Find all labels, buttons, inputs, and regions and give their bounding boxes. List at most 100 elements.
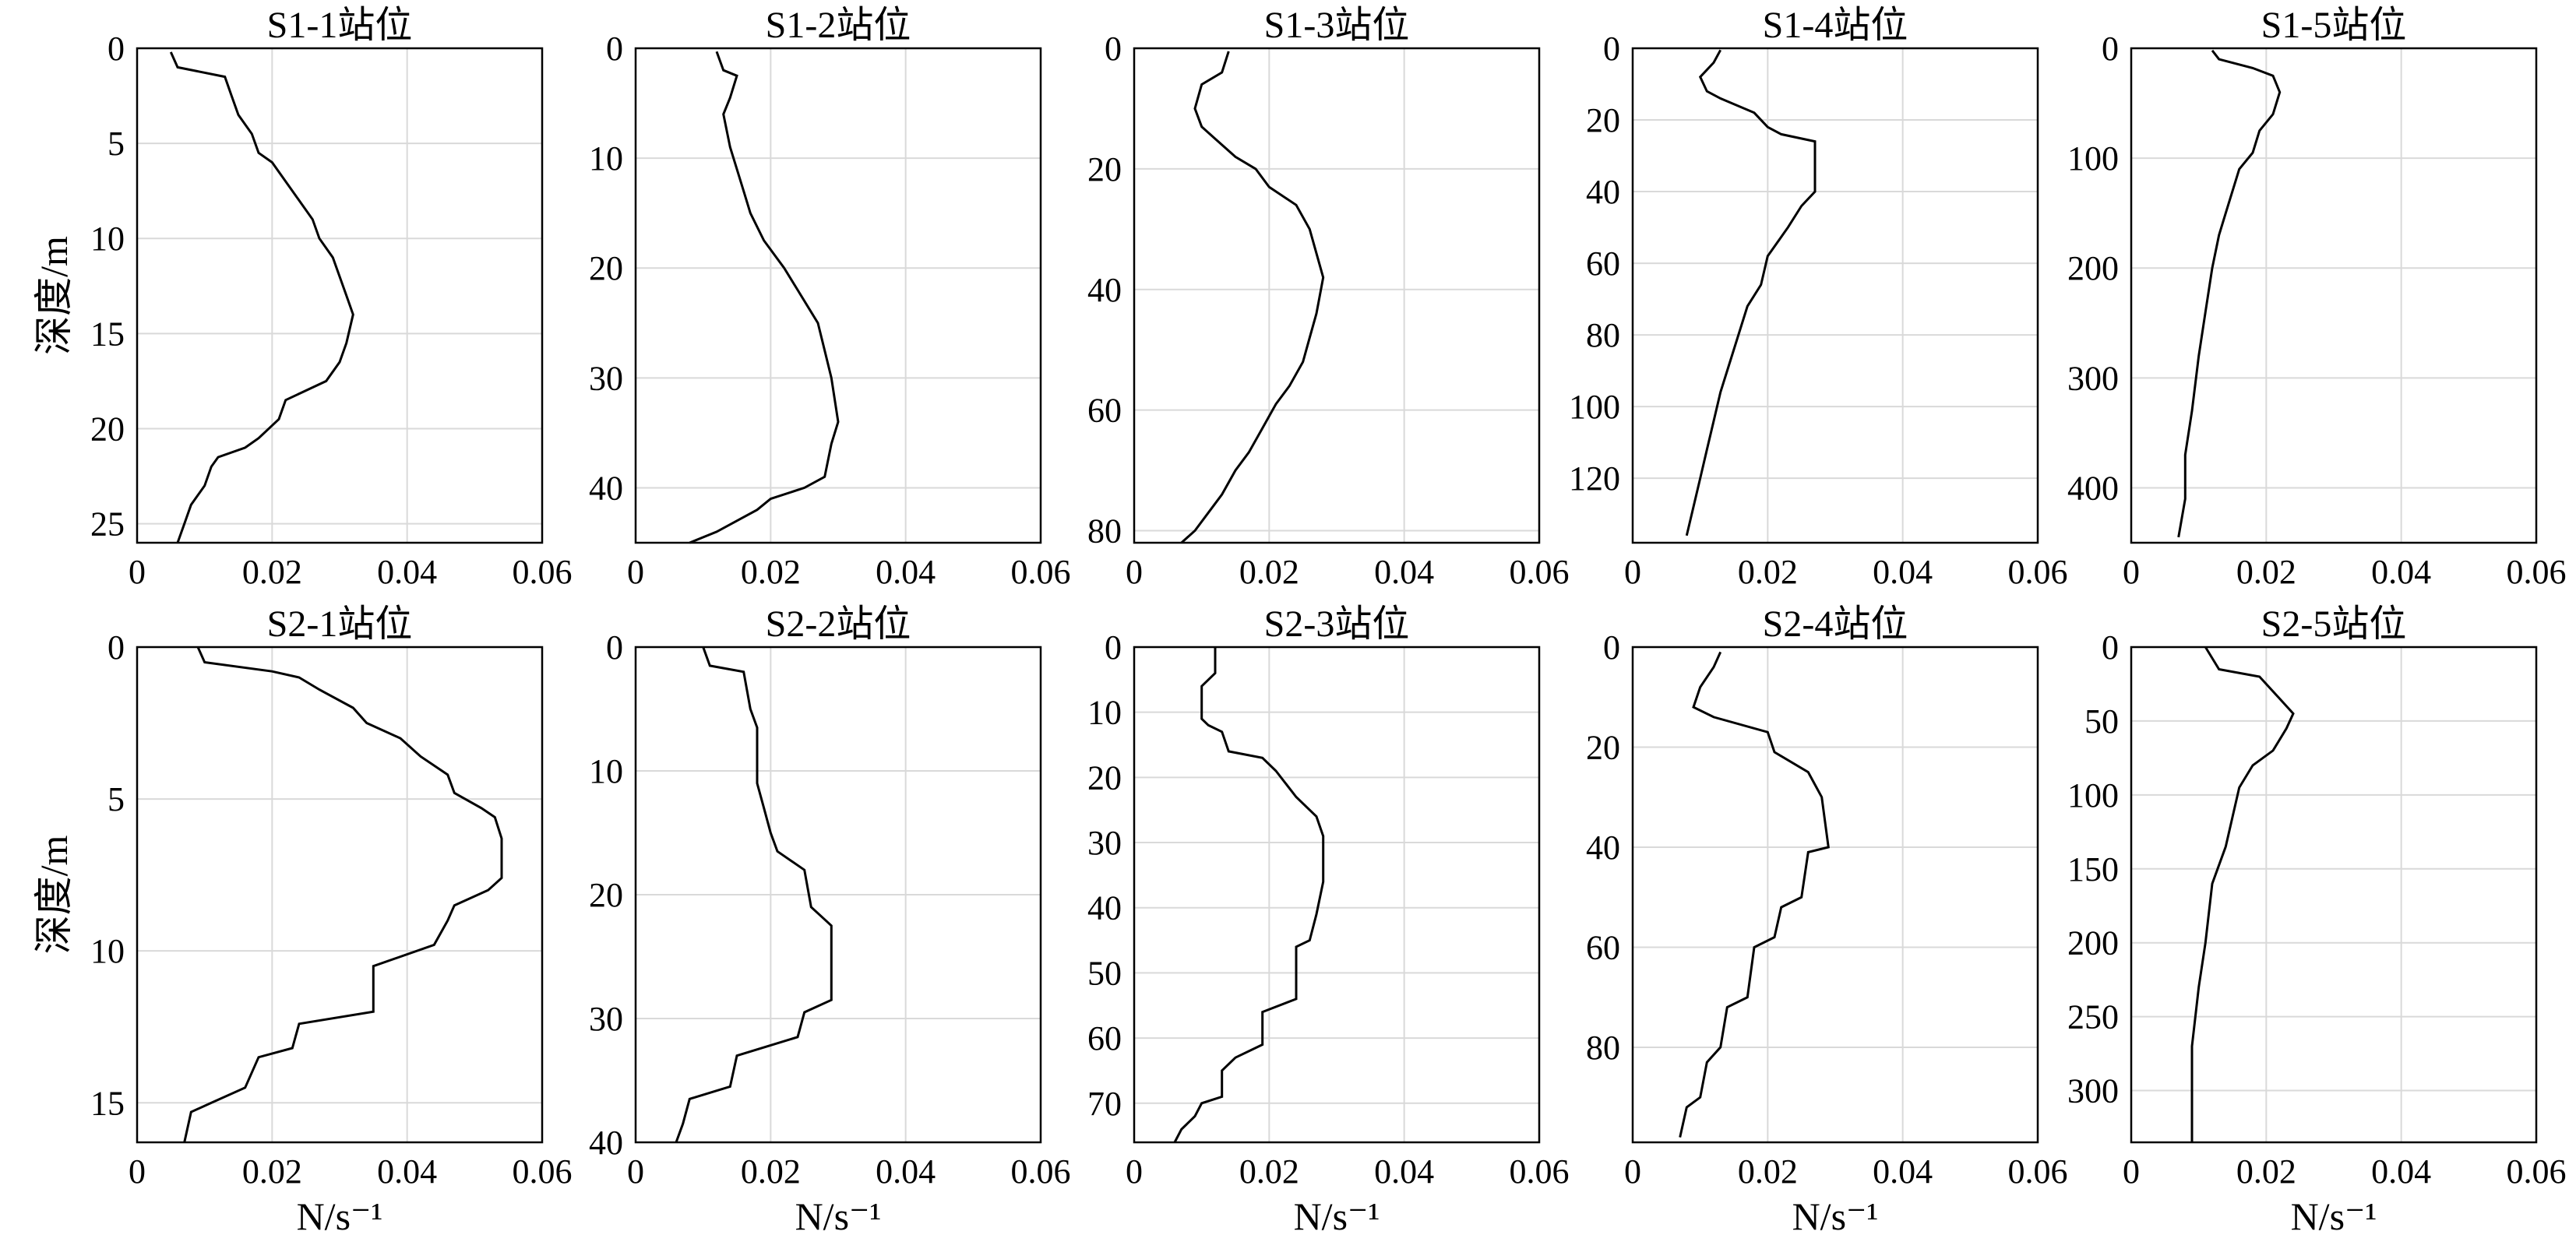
x-tick-label: 0.04 [876, 553, 936, 591]
y-tick-label: 0 [606, 30, 623, 68]
y-tick-label: 70 [1087, 1085, 1122, 1123]
y-tick-label: 10 [90, 220, 125, 258]
y-tick-label: 60 [1586, 928, 1620, 966]
y-tick-label: 50 [2084, 702, 2119, 741]
subplot-title: S2-5站位 [2261, 603, 2407, 645]
axis-frame [2130, 47, 2538, 544]
series-line [1180, 51, 1325, 544]
x-axis-label: N/s⁻¹ [1294, 1195, 1380, 1238]
subplot-title: S1-4站位 [1763, 5, 1908, 46]
x-tick-label: 0.06 [1510, 553, 1570, 591]
subplot-title: S2-3站位 [1264, 603, 1410, 645]
subplot-4: 0 0.02 0.04 0.06 0 20 40 60 80 100 120 S1-4站位 [1569, 5, 2068, 591]
y-tick-label: 100 [1569, 388, 1620, 426]
series-line [1679, 651, 1830, 1138]
y-tick-label: 15 [90, 1084, 125, 1122]
x-tick-label: 0.02 [741, 553, 801, 591]
y-tick-label: 10 [589, 752, 623, 790]
x-tick-label: 0.06 [513, 553, 573, 591]
axis-frame [136, 646, 544, 1144]
x-tick-label: 0.04 [377, 553, 437, 591]
y-axis-label: 深度/m [32, 836, 76, 955]
x-tick-label: 0.02 [741, 1152, 801, 1191]
subplot-8: 0 0.02 0.04 0.06 0 10 20 30 40 50 60 70 S2-3站位 N/s⁻¹ [1087, 603, 1570, 1238]
y-tick-label: 10 [90, 932, 125, 970]
y-tick-label: 80 [1586, 1029, 1620, 1067]
y-tick-label: 15 [90, 315, 125, 353]
series-line [2177, 49, 2282, 538]
axis-frame [1631, 47, 2039, 544]
y-tick-label: 5 [107, 780, 125, 818]
x-tick-label: 0.04 [1873, 1152, 1933, 1191]
y-tick-label: 20 [589, 876, 623, 914]
series-line [675, 646, 833, 1143]
x-tick-label: 0.02 [2236, 1152, 2296, 1191]
y-tick-label: 0 [2102, 30, 2119, 68]
series-line [1173, 647, 1325, 1143]
y-tick-label: 30 [589, 359, 623, 397]
x-tick-label: 0.04 [1374, 1152, 1434, 1191]
x-tick-label: 0 [627, 553, 644, 591]
x-tick-label: 0.02 [1738, 1152, 1798, 1191]
axis-frame [1133, 47, 1541, 544]
y-tick-label: 20 [1586, 728, 1620, 766]
y-tick-label: 200 [2067, 249, 2119, 287]
axis-frame [1133, 646, 1541, 1144]
y-tick-label: 20 [90, 410, 125, 448]
y-tick-label: 20 [1087, 150, 1122, 188]
y-tick-label: 0 [2102, 628, 2119, 667]
x-tick-label: 0.06 [2008, 553, 2068, 591]
x-tick-label: 0 [2123, 553, 2140, 591]
x-tick-label: 0.04 [2371, 1152, 2431, 1191]
y-tick-label: 0 [1603, 30, 1620, 68]
y-tick-label: 150 [2067, 850, 2119, 888]
x-tick-label: 0.02 [1239, 553, 1299, 591]
x-axis-label: N/s⁻¹ [2291, 1195, 2377, 1238]
x-tick-label: 0.02 [2236, 553, 2296, 591]
y-tick-label: 0 [107, 628, 125, 667]
subplot-title: S1-1站位 [267, 5, 413, 46]
x-tick-label: 0 [1126, 553, 1143, 591]
y-tick-label: 400 [2067, 469, 2119, 507]
y-tick-label: 80 [1087, 512, 1122, 551]
y-tick-label: 30 [589, 1000, 623, 1038]
x-axis-label: N/s⁻¹ [1792, 1195, 1879, 1238]
x-tick-label: 0.06 [1011, 553, 1071, 591]
y-tick-label: 0 [606, 628, 623, 667]
y-tick-label: 0 [107, 30, 125, 68]
y-tick-label: 40 [1087, 271, 1122, 309]
x-tick-label: 0.04 [377, 1152, 437, 1191]
y-tick-label: 20 [1087, 758, 1122, 797]
axis-frame [634, 646, 1042, 1144]
y-axis-label: 深度/m [32, 236, 76, 355]
series-line [183, 646, 503, 1143]
y-tick-label: 5 [107, 125, 125, 163]
y-tick-label: 250 [2067, 998, 2119, 1036]
x-tick-label: 0.02 [242, 553, 302, 591]
x-tick-label: 0 [129, 1152, 146, 1191]
axis-frame [634, 47, 1042, 544]
x-tick-label: 0.02 [242, 1152, 302, 1191]
x-tick-label: 0.06 [513, 1152, 573, 1191]
axis-frame [2130, 646, 2538, 1144]
x-axis-label: N/s⁻¹ [795, 1195, 882, 1238]
series-line [2190, 646, 2295, 1142]
y-tick-label: 40 [1586, 173, 1620, 211]
x-tick-label: 0 [1126, 1152, 1143, 1191]
x-tick-label: 0.06 [1510, 1152, 1570, 1191]
x-axis-label: N/s⁻¹ [297, 1195, 383, 1238]
subplot-7: 0 0.02 0.04 0.06 0 10 20 30 40 S2-2站位 N/s⁻¹ [589, 603, 1071, 1238]
y-tick-label: 40 [1586, 829, 1620, 867]
x-tick-label: 0.06 [2507, 1152, 2567, 1191]
subplot-title: S2-4站位 [1763, 603, 1908, 645]
y-tick-label: 200 [2067, 924, 2119, 962]
x-tick-label: 0 [1624, 553, 1641, 591]
y-tick-label: 50 [1087, 954, 1122, 992]
subplot-9: 0 0.02 0.04 0.06 0 20 40 60 80 S2-4站位 N/s⁻¹ [1586, 603, 2068, 1238]
y-tick-label: 10 [1087, 694, 1122, 732]
axis-frame [136, 47, 544, 544]
series-line [689, 51, 840, 544]
